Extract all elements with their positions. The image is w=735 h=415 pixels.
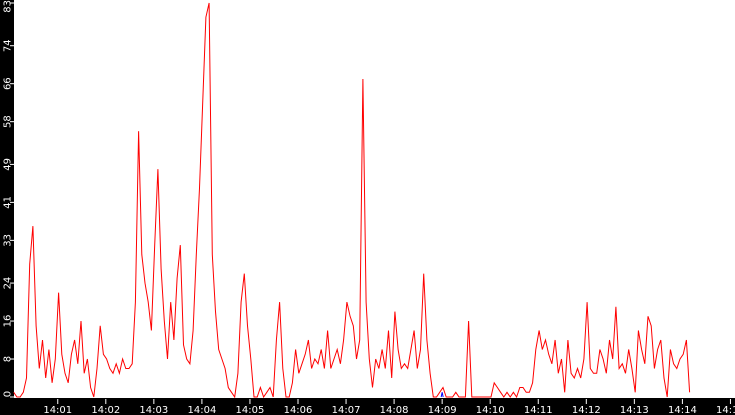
x-tick-label: 14:09 xyxy=(428,405,457,415)
x-tick-label: 14:07 xyxy=(332,405,361,415)
y-tick-label: 66 xyxy=(3,77,14,90)
y-tick-label: 83 xyxy=(3,0,14,13)
y-tick-label: 24 xyxy=(3,277,14,290)
y-tick-label: 49 xyxy=(3,158,14,171)
x-tick-label: 14:08 xyxy=(380,405,409,415)
secondary-series-mark xyxy=(440,392,444,398)
x-axis-strip xyxy=(0,398,735,415)
x-tick-label: 14:04 xyxy=(187,405,216,415)
y-tick-label: 33 xyxy=(3,234,14,247)
y-tick-label: 8 xyxy=(3,356,14,362)
x-tick-label: 14:14 xyxy=(668,405,697,415)
x-axis: 14:01 14:02 14:03 14:04 14:05 14:06 14:07 14:08… xyxy=(43,399,735,415)
x-tick-label: 14:02 xyxy=(91,405,120,415)
y-tick-label: 0 xyxy=(3,391,14,397)
plot-area xyxy=(13,2,691,399)
x-tick-label: 14:12 xyxy=(572,405,601,415)
y-axis: 0 8 16 24 33 41 49 58 66 74 83 xyxy=(3,0,14,398)
y-tick-label: 74 xyxy=(3,39,14,52)
x-tick-label: 14:10 xyxy=(476,405,505,415)
y-axis-strip xyxy=(0,0,14,415)
x-tick-label: 14:15 xyxy=(716,405,735,415)
series-line xyxy=(13,2,691,399)
x-tick-label: 14:03 xyxy=(139,405,168,415)
x-tick-label: 14:13 xyxy=(620,405,649,415)
y-tick-label: 16 xyxy=(3,315,14,328)
x-tick-label: 14:05 xyxy=(236,405,265,415)
y-tick-label: 41 xyxy=(3,196,14,209)
x-tick-label: 14:06 xyxy=(284,405,313,415)
x-tick-label: 14:01 xyxy=(43,405,72,415)
x-tick-label: 14:11 xyxy=(524,405,553,415)
y-tick-label: 58 xyxy=(3,115,14,128)
